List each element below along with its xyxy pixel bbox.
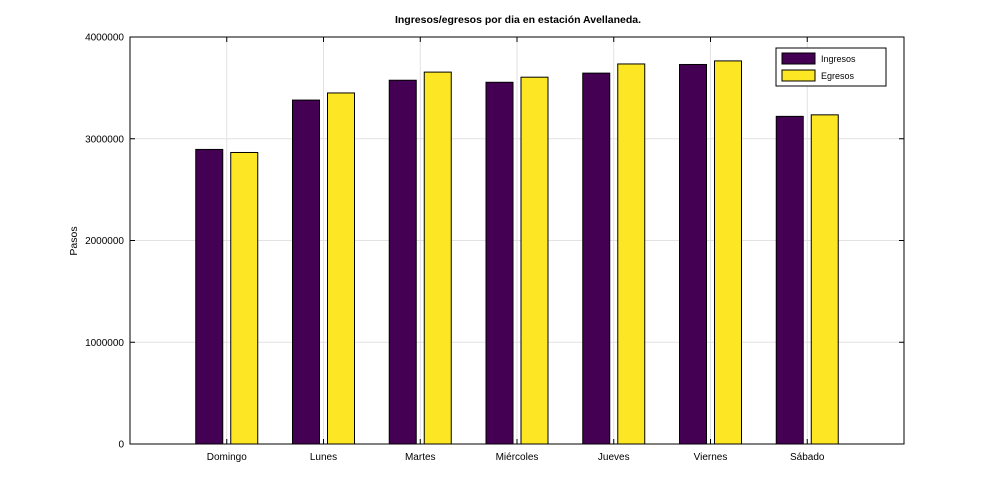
x-tick-label: Martes — [405, 452, 436, 463]
x-tick-label: Domingo — [207, 452, 247, 463]
bar-ingresos-5 — [679, 63, 707, 445]
bar-egresos-5 — [714, 60, 742, 445]
bar-ingresos-0 — [195, 148, 224, 445]
bar-ingresos-2 — [388, 79, 417, 445]
x-tick-label: Miércoles — [496, 452, 539, 463]
bar-ingresos-4 — [582, 72, 611, 445]
y-tick-label: 2000000 — [85, 236, 124, 247]
y-tick-label: 3000000 — [85, 134, 124, 145]
legend-label-ingresos: Ingresos — [821, 54, 856, 64]
bar-egresos-0 — [230, 151, 259, 445]
x-tick-label: Lunes — [310, 452, 337, 463]
bar-egresos-2 — [423, 71, 452, 445]
legend-swatch-egresos — [781, 69, 816, 82]
legend: Ingresos Egresos — [775, 47, 887, 87]
x-tick-label: Sábado — [790, 452, 825, 463]
bar-ingresos-6 — [775, 115, 804, 445]
legend-swatch-ingresos — [781, 52, 816, 65]
y-tick-label: 4000000 — [85, 33, 124, 44]
bar-egresos-4 — [617, 63, 646, 445]
y-axis-label: Pasos — [68, 226, 80, 255]
axis-ticks: 0 1000000 2000000 3000000 4000000 Domingo Lune… — [85, 33, 904, 463]
bars-group — [195, 60, 839, 445]
x-tick-label: Jueves — [598, 452, 630, 463]
bar-egresos-3 — [520, 76, 549, 445]
bar-egresos-1 — [327, 92, 355, 445]
bar-ingresos-1 — [292, 99, 320, 445]
chart-title: Ingresos/egresos por dia en estación Ave… — [395, 14, 641, 26]
y-tick-label: 1000000 — [85, 338, 124, 349]
bar-egresos-6 — [810, 114, 839, 445]
x-tick-label: Viernes — [694, 452, 728, 463]
bar-ingresos-3 — [485, 81, 514, 445]
y-tick-label: 0 — [118, 440, 124, 451]
legend-label-egresos: Egresos — [821, 71, 855, 81]
